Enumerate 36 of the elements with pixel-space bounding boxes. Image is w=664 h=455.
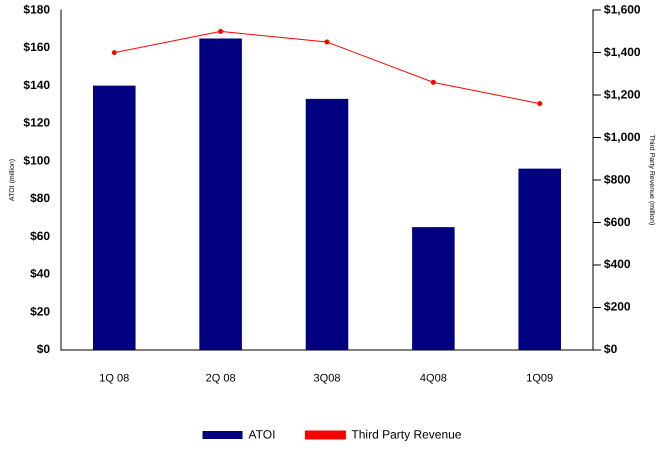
y2-tick-label: $400 (604, 257, 631, 272)
x-tick-label: 2Q 08 (206, 372, 236, 384)
bar (93, 86, 136, 350)
y-tick-label: $80 (30, 191, 50, 206)
y2-tick-label: $600 (604, 214, 631, 229)
y-tick-label: $60 (30, 228, 50, 243)
point (430, 80, 436, 85)
y2-tick-label: $1,600 (604, 2, 641, 17)
y-tick-label: $40 (30, 266, 50, 281)
bar (412, 227, 455, 350)
y-tick-label: $100 (23, 153, 50, 168)
point (112, 50, 117, 56)
point (218, 28, 224, 34)
x-tick-label: 1Q 08 (99, 372, 130, 384)
y-tick-label: $120 (23, 116, 50, 130)
y2-tick-label: $200 (604, 300, 631, 314)
x-tick-label: 1Q09 (526, 372, 554, 384)
y-tick-label: $0 (36, 342, 50, 356)
x-tick-label: 3Q08 (314, 372, 340, 384)
point (324, 40, 330, 45)
bar (199, 38, 242, 350)
legend-label: ATOI (248, 427, 276, 442)
x-tick-label: 4Q08 (420, 372, 447, 384)
point (537, 101, 542, 106)
y-tick-label: $160 (23, 40, 50, 54)
y-tick-label: $180 (23, 2, 50, 17)
y-tick-label: $20 (30, 304, 50, 318)
y2-tick-label: $1,400 (604, 44, 641, 59)
bar (518, 168, 561, 350)
y2-tick-label: $1,000 (604, 130, 641, 144)
y2-tick-label: $800 (604, 172, 631, 186)
y2-tick-label: $0 (604, 342, 618, 356)
bar (306, 98, 348, 350)
legend-label: Third Party Revenue (351, 427, 462, 442)
y-tick-label: $140 (23, 78, 50, 92)
y2-tick-label: $1,200 (604, 87, 641, 102)
